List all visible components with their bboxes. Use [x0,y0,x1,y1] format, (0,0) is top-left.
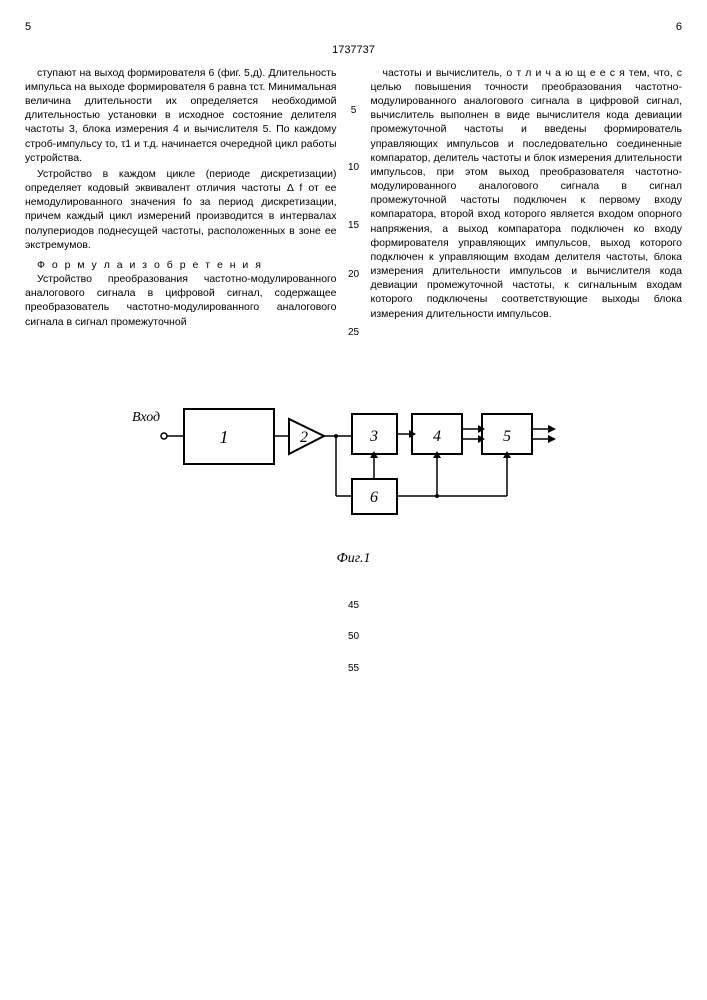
svg-text:1: 1 [219,427,228,447]
svg-text:2: 2 [300,429,308,446]
para: ступают на выход формирователя 6 (фиг. 5… [25,66,337,165]
svg-text:3: 3 [369,428,378,445]
line-num: 10 [345,161,363,175]
text-columns: ступают на выход формирователя 6 (фиг. 5… [25,66,682,340]
page-num-left: 5 [25,20,31,35]
page-num-right: 6 [676,20,682,35]
input-label: Вход [132,410,160,425]
block-diagram-svg: Вход 1 2 3 4 5 [104,359,604,539]
para: частоты и вычислитель, о т л и ч а ю щ е… [371,66,683,321]
figure-1: Вход 1 2 3 4 5 [25,359,682,569]
svg-text:5: 5 [503,428,511,445]
line-number-gutter: 5 10 15 20 25 [345,66,363,340]
line-num: 45 [25,599,682,613]
svg-text:4: 4 [433,428,441,445]
line-num: 50 [25,630,682,644]
line-num: 5 [345,104,363,118]
line-num: 55 [25,662,682,676]
figure-label: Фиг.1 [25,550,682,569]
svg-text:6: 6 [370,489,378,506]
left-column: ступают на выход формирователя 6 (фиг. 5… [25,66,337,340]
para: Устройство преобразования частотно-модул… [25,272,337,329]
line-num: 15 [345,219,363,233]
para: Устройство в каждом цикле (периоде дискр… [25,167,337,252]
formula-heading: Ф о р м у л а и з о б р е т е н и я [25,258,337,272]
right-column: частоты и вычислитель, о т л и ч а ю щ е… [371,66,683,340]
line-num: 25 [345,326,363,340]
bottom-line-numbers: 45 50 55 [25,599,682,676]
patent-number: 1737737 [25,43,682,58]
line-num: 20 [345,268,363,282]
